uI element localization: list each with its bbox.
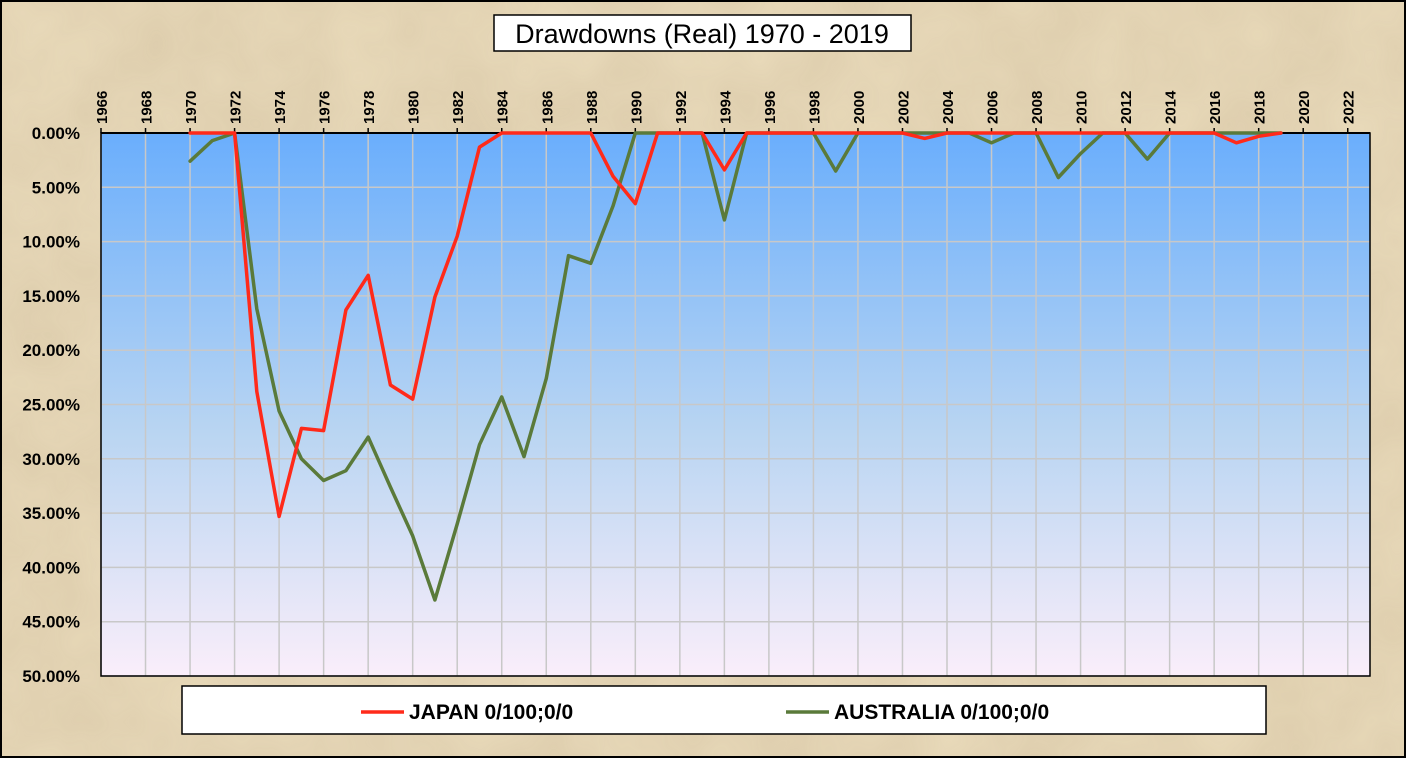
y-tick-label: 5.00%	[32, 178, 80, 197]
x-axis-ticks: 1966 1968 1970 1972 1974 1976 1978 1980 1982 1984…	[94, 90, 1358, 133]
x-tick-label: 1976	[317, 91, 334, 124]
x-tick-label: 1988	[584, 91, 601, 124]
y-tick-label: 40.00%	[22, 558, 80, 577]
x-tick-label: 1990	[628, 91, 645, 124]
x-tick-label: 2022	[1341, 91, 1358, 124]
x-tick-label: 1992	[673, 91, 690, 124]
legend-label-australia: AUSTRALIA 0/100;0/0	[834, 701, 1049, 724]
x-tick-label: 2004	[940, 90, 957, 124]
y-tick-label: 25.00%	[22, 396, 80, 415]
x-tick-label: 1994	[717, 90, 734, 124]
chart-title-box: Drawdowns (Real) 1970 - 2019	[493, 14, 912, 52]
x-tick-label: 1998	[806, 91, 823, 124]
x-tick-label: 2002	[895, 91, 912, 124]
legend: JAPAN 0/100;0/0 AUSTRALIA 0/100;0/0	[181, 685, 1267, 735]
y-axis-labels: 0.00% 5.00% 10.00% 15.00% 20.00% 25.00% 30.00%…	[22, 124, 80, 686]
x-tick-label: 2008	[1029, 91, 1046, 124]
x-tick-label: 2020	[1296, 91, 1313, 124]
x-tick-label: 1984	[495, 90, 512, 124]
x-tick-label: 1986	[539, 91, 556, 124]
x-tick-label: 1974	[272, 90, 289, 124]
title-frame	[493, 14, 912, 52]
y-tick-label: 50.00%	[22, 667, 80, 686]
y-tick-label: 35.00%	[22, 504, 80, 523]
x-tick-label: 2000	[851, 91, 868, 124]
x-tick-label: 2010	[1074, 91, 1091, 124]
x-tick-label: 2012	[1118, 91, 1135, 124]
x-tick-label: 1968	[139, 91, 156, 124]
legend-frame	[181, 685, 1267, 735]
x-tick-label: 1970	[183, 91, 200, 124]
x-tick-label: 1966	[94, 91, 111, 124]
y-tick-label: 10.00%	[22, 233, 80, 252]
chart-title: Drawdowns (Real) 1970 - 2019	[515, 19, 889, 49]
x-tick-label: 1978	[361, 91, 378, 124]
x-tick-label: 2018	[1252, 91, 1269, 124]
series-lines	[188, 131, 1283, 602]
x-tick-label: 2006	[985, 91, 1002, 124]
x-tick-label: 2014	[1163, 90, 1180, 124]
y-tick-label: 30.00%	[22, 450, 80, 469]
y-tick-label: 20.00%	[22, 341, 80, 360]
y-tick-label: 45.00%	[22, 613, 80, 632]
x-tick-label: 1980	[406, 91, 423, 124]
legend-label-japan: JAPAN 0/100;0/0	[409, 701, 573, 724]
y-tick-label: 15.00%	[22, 287, 80, 306]
x-tick-label: 2016	[1207, 91, 1224, 124]
x-tick-label: 1972	[228, 91, 245, 124]
series-line-japan	[188, 131, 1283, 519]
x-tick-label: 1982	[450, 91, 467, 124]
x-tick-label: 1996	[762, 91, 779, 124]
series-line-australia	[188, 131, 1283, 602]
y-tick-label: 0.00%	[32, 124, 80, 143]
